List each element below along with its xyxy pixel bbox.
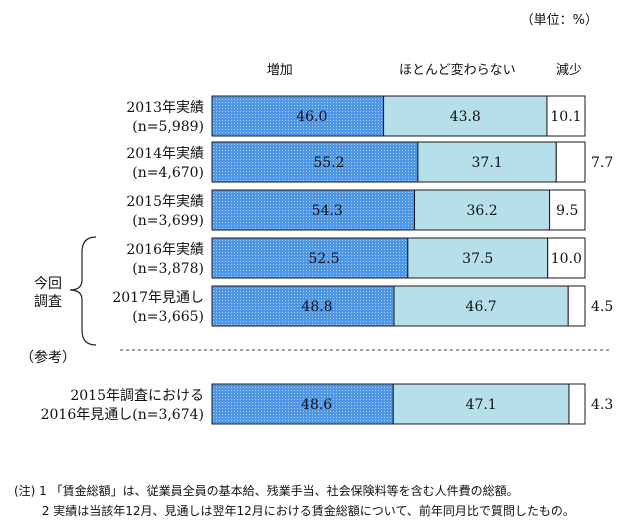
data-label: 4.3 <box>591 397 613 413</box>
category-label: 2014年実績 <box>126 146 204 162</box>
category-label: 2016年見通し(n=3,674) <box>41 407 204 423</box>
data-label: 10.1 <box>550 109 581 125</box>
data-label: 46.7 <box>466 299 497 315</box>
category-label: (n=3,699) <box>132 213 204 229</box>
category-label: (n=3,665) <box>132 309 204 325</box>
note-2: 2 実績は当該年12月、見通しは翌年12月における賃金総額について、前年同月比で… <box>14 504 575 518</box>
category-label: (n=5,989) <box>132 119 204 135</box>
bar-segment <box>211 237 409 279</box>
bar-segment <box>417 141 557 183</box>
bar-segment <box>549 189 586 231</box>
data-label: 46.0 <box>296 109 327 125</box>
data-label: 10.0 <box>551 251 582 267</box>
value-labels: 46.0 43.8 10.1 55.2 37.1 7.7 54.3 36.2 9.5 52.5 37… <box>296 109 613 413</box>
bar-segment <box>393 285 569 327</box>
data-label: 48.8 <box>301 299 332 315</box>
data-label: 47.1 <box>466 397 497 413</box>
data-label: 54.3 <box>312 203 343 219</box>
legend: 増加 ほとんど変わらない 減少 <box>267 62 582 78</box>
data-label: 9.5 <box>556 203 578 219</box>
bar-segment <box>211 189 416 231</box>
note-1: (注) 1 「賃金総額」は、従業員全員の基本給、残業手当、社会保険料等を含む人件… <box>14 484 519 498</box>
bar-segment <box>555 141 586 183</box>
group-bracket <box>69 236 97 346</box>
bar-segment <box>567 285 586 327</box>
bar-segment <box>383 95 548 137</box>
bars <box>211 95 586 425</box>
category-label: 2013年実績 <box>126 100 204 116</box>
data-label: 36.2 <box>466 203 497 219</box>
legend-entry: 増加 <box>267 63 293 78</box>
category-label: (n=3,878) <box>132 261 204 277</box>
data-label: 4.5 <box>591 299 613 315</box>
bar-segment <box>407 237 549 279</box>
bar-segment <box>211 141 419 183</box>
data-label: 43.8 <box>450 109 481 125</box>
category-label: 2015年実績 <box>126 194 204 210</box>
bar-segment <box>546 95 586 137</box>
group-label-line2: 調査 <box>34 294 62 310</box>
category-label: 2017年見通し <box>112 290 204 306</box>
category-label: 2015年調査における <box>70 388 204 404</box>
data-label: 37.1 <box>472 155 503 171</box>
bar-segment <box>211 95 385 137</box>
category-labels: 2013年実績 (n=5,989) 2014年実績 (n=4,670) 2015年実績 (… <box>41 100 204 423</box>
bar-segment <box>211 285 395 327</box>
unit-label: （単位：%） <box>521 12 598 28</box>
data-label: 37.5 <box>462 251 493 267</box>
legend-entry: 減少 <box>556 62 582 78</box>
legend-entry: ほとんど変わらない <box>399 62 516 78</box>
category-label: (n=4,670) <box>132 165 204 181</box>
category-label: 2016年実績 <box>126 242 204 258</box>
group-label-line1: 今回 <box>34 276 62 292</box>
data-label: 48.6 <box>301 397 332 413</box>
bar-segment <box>547 237 586 279</box>
data-label: 7.7 <box>591 155 613 171</box>
data-label: 55.2 <box>313 155 344 171</box>
bar-segment <box>568 383 586 425</box>
reference-label: （参考） <box>20 349 76 366</box>
bar-segment <box>211 383 394 425</box>
bar-segment <box>414 189 551 231</box>
data-label: 52.5 <box>308 251 339 267</box>
